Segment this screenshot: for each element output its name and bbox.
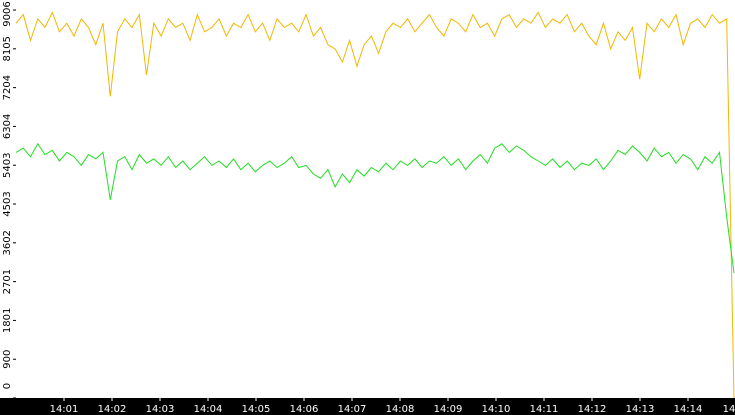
x-tick-label: 14:08 bbox=[386, 404, 415, 415]
series-line bbox=[15, 142, 735, 274]
y-tick-label: 2701 bbox=[2, 269, 13, 294]
x-tick-label: 14:09 bbox=[434, 404, 463, 415]
y-tick-label: 3602 bbox=[2, 230, 13, 255]
y-tick-label: 4503 bbox=[2, 191, 13, 216]
y-tick-label: 900 bbox=[2, 350, 13, 369]
x-tick-label: 14 bbox=[723, 404, 735, 415]
x-tick-label: 14:03 bbox=[146, 404, 175, 415]
x-tick-label: 14:13 bbox=[626, 404, 655, 415]
y-tick-label: 0 bbox=[2, 383, 13, 389]
y-tick-label: 7204 bbox=[2, 75, 13, 100]
x-tick-label: 14:11 bbox=[530, 404, 559, 415]
x-tick-label: 14:01 bbox=[50, 404, 79, 415]
x-tick-label: 14:04 bbox=[194, 404, 223, 415]
series-line bbox=[15, 11, 735, 399]
x-tick-label: 14:12 bbox=[578, 404, 607, 415]
y-tick-label: 1801 bbox=[2, 308, 13, 333]
x-tick-label: 14:02 bbox=[98, 404, 127, 415]
x-tick-label: 14:14 bbox=[674, 404, 703, 415]
y-tick-label: 9006 bbox=[2, 1, 13, 26]
x-tick-label: 14:07 bbox=[338, 404, 367, 415]
y-tick-label: 6304 bbox=[2, 114, 13, 139]
x-axis-bar bbox=[0, 398, 735, 415]
x-tick-label: 14:10 bbox=[482, 404, 511, 415]
x-tick-label: 14:06 bbox=[290, 404, 319, 415]
y-tick-label: 8105 bbox=[2, 36, 13, 61]
x-tick-label: 14:05 bbox=[242, 404, 271, 415]
y-tick-label: 5403 bbox=[2, 152, 13, 177]
